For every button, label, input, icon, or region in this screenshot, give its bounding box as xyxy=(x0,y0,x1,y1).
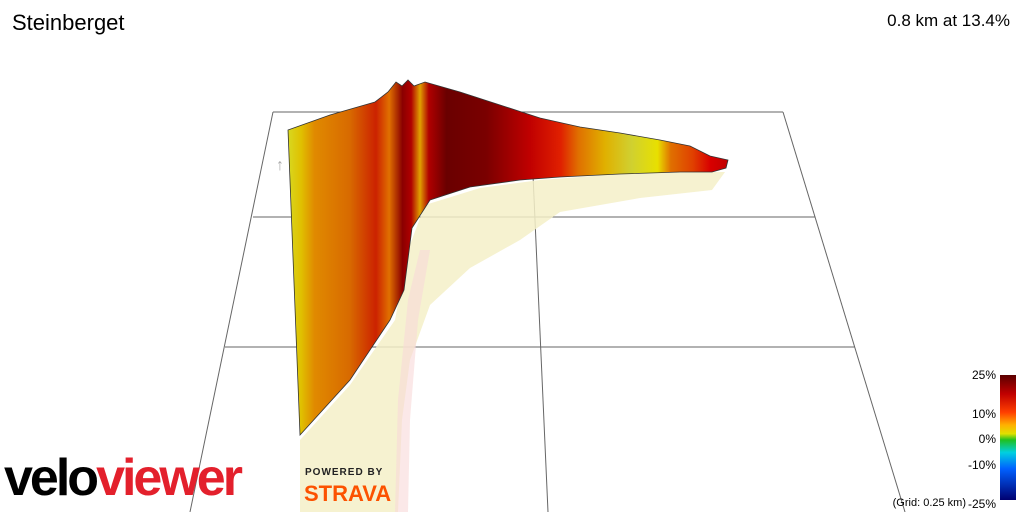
scale-label: -25% xyxy=(967,497,996,511)
scale-label: 10% xyxy=(971,407,996,421)
direction-arrow: ↑ xyxy=(276,157,284,174)
scale-label: 0% xyxy=(978,432,996,446)
shadow xyxy=(300,172,725,512)
logo-part: viewer xyxy=(96,449,243,507)
strava-logo: STRAVA xyxy=(304,481,392,506)
scale-label: -10% xyxy=(967,458,996,472)
shadow-pink xyxy=(395,250,430,512)
scale-label: 25% xyxy=(971,368,996,382)
logo: veloviewer xyxy=(4,448,243,508)
elevation-wall xyxy=(287,79,729,436)
segment-stats: 0.8 km at 13.4% xyxy=(887,11,1010,30)
logo-part: velo xyxy=(4,449,99,507)
grid-note: (Grid: 0.25 km) xyxy=(892,497,966,509)
segment-title: Steinberget xyxy=(12,10,125,35)
gradient-scale xyxy=(1000,375,1016,500)
powered-by: POWERED BY xyxy=(305,467,384,478)
